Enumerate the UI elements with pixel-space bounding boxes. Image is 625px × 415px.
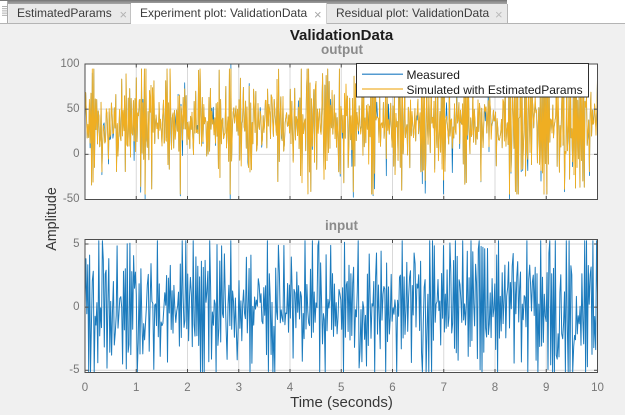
svg-text:Measured: Measured (407, 68, 460, 82)
svg-text:Simulated with EstimatedParams: Simulated with EstimatedParams (407, 83, 583, 97)
